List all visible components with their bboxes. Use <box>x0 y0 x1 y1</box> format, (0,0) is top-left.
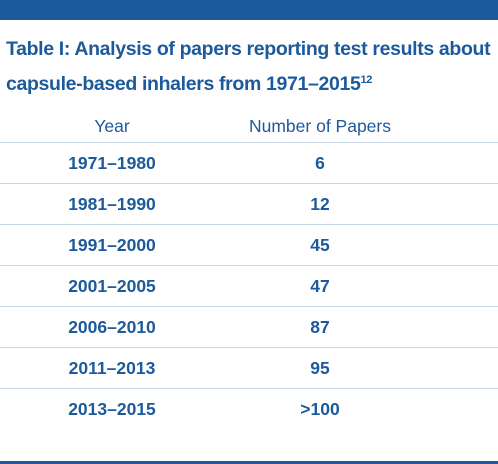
year-cell: 2013–2015 <box>68 399 156 419</box>
year-cell: 1971–1980 <box>68 153 156 173</box>
count-cell: 6 <box>315 153 325 173</box>
count-cell: 12 <box>310 194 330 214</box>
count-cell: >100 <box>300 399 340 419</box>
year-cell: 1991–2000 <box>68 235 156 255</box>
table-row: 1971–1980 6 <box>0 143 498 183</box>
table-caption: Table I: Analysis of papers reporting te… <box>6 32 494 102</box>
bottom-accent-bar <box>0 461 498 464</box>
count-cell: 87 <box>310 317 330 337</box>
table-row: 2013–2015 >100 <box>0 388 498 429</box>
year-cell: 1981–1990 <box>68 194 156 214</box>
table-row: 2001–2005 47 <box>0 265 498 306</box>
table-row: 1991–2000 45 <box>0 224 498 265</box>
caption-reference: 12 <box>360 74 373 86</box>
count-cell: 47 <box>310 276 330 296</box>
year-cell: 2011–2013 <box>68 358 156 378</box>
caption-text: Table I: Analysis of papers reporting te… <box>6 38 491 95</box>
papers-table: Year Number of Papers 1971–1980 6 1981–1… <box>0 110 498 429</box>
header-number-of-papers: Number of Papers <box>248 116 391 136</box>
table-row: 1981–1990 12 <box>0 183 498 224</box>
table-row: 2006–2010 87 <box>0 306 498 347</box>
year-cell: 2001–2005 <box>68 276 156 296</box>
count-cell: 45 <box>310 235 330 255</box>
table-row: 2011–2013 95 <box>0 347 498 388</box>
year-cell: 2006–2010 <box>68 317 156 337</box>
table-header-row: Year Number of Papers <box>0 110 498 143</box>
header-year: Year <box>94 116 130 136</box>
count-cell: 95 <box>310 358 330 378</box>
top-accent-bar <box>0 0 498 20</box>
